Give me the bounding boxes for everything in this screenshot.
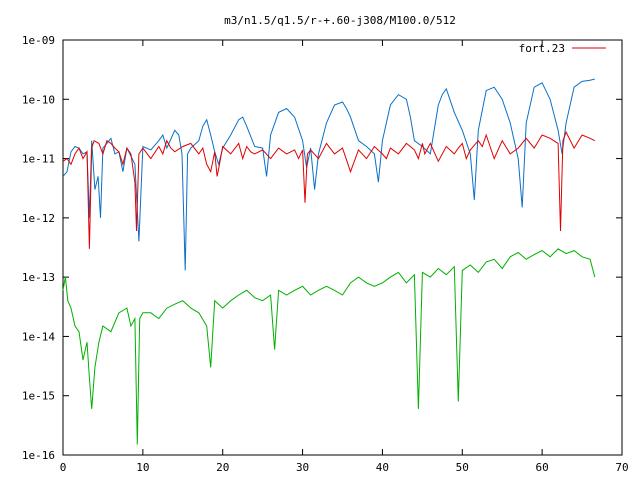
series-line-1 — [62, 130, 596, 249]
x-tick-label: 30 — [296, 461, 309, 474]
y-axis: 1e-16 1e-15 1e-14 1e-13 1e-12 1e-11 1e-10 1e-09 — [22, 34, 622, 462]
x-tick-label: 0 — [60, 461, 67, 474]
y-tick-label: 1e-10 — [22, 93, 55, 106]
y-tick-label: 1e-11 — [22, 153, 55, 166]
legend-label: fort.23 — [519, 42, 565, 55]
x-tick-label: 20 — [216, 461, 229, 474]
series-line-3 — [62, 248, 596, 445]
y-tick-label: 1e-14 — [22, 330, 55, 343]
x-axis: 0 10 20 30 40 50 60 70 — [60, 40, 629, 474]
y-tick-label: 1e-09 — [22, 34, 55, 47]
series-layer — [62, 78, 596, 445]
x-tick-label: 10 — [136, 461, 149, 474]
y-tick-label: 1e-13 — [22, 271, 55, 284]
legend: fort.23 — [519, 42, 606, 55]
y-tick-label: 1e-16 — [22, 449, 55, 462]
y-tick-label: 1e-15 — [22, 390, 55, 403]
x-tick-label: 40 — [376, 461, 389, 474]
series-line-2 — [62, 78, 595, 271]
x-tick-label: 60 — [536, 461, 549, 474]
y-tick-label: 1e-12 — [22, 212, 55, 225]
x-tick-label: 70 — [615, 461, 628, 474]
x-tick-label: 50 — [456, 461, 469, 474]
plot-area-border — [62, 39, 623, 456]
chart-title: m3/n1.5/q1.5/r-+.60-j308/M100.0/512 — [224, 14, 456, 27]
